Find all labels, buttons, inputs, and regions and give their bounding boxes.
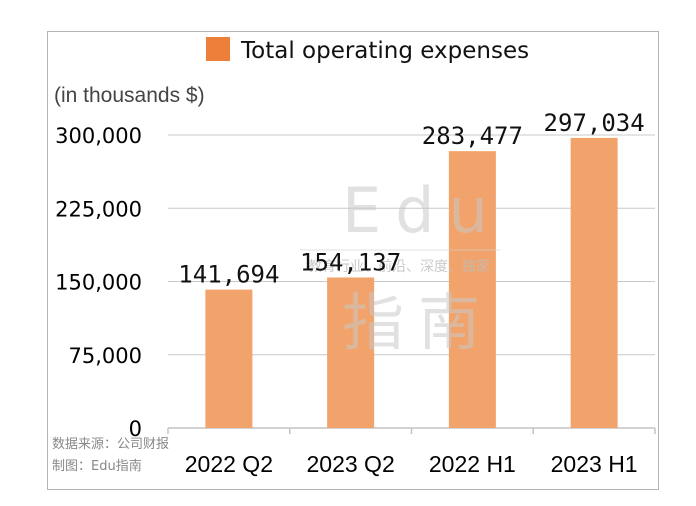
x-tick-label: 2022 Q2 xyxy=(185,451,273,477)
labels-layer: 0 75,000 150,000 225,000 300,000 141,694 2022 … xyxy=(55,109,645,477)
watermark-tagline: 教育行业、前沿、深度、独家 xyxy=(308,258,490,275)
watermark: Edu 教育行业、前沿、深度、独家 指南 xyxy=(300,174,502,359)
watermark-title-bottom: 指南 xyxy=(342,286,494,359)
bar xyxy=(448,151,496,429)
chart-frame xyxy=(47,31,659,490)
legend-swatch xyxy=(206,37,230,61)
data-label: 141,694 xyxy=(178,261,279,289)
watermark-title-top: Edu xyxy=(342,174,502,247)
data-label: 283,477 xyxy=(422,122,523,150)
unit-label: (in thousands $) xyxy=(54,84,205,107)
bar xyxy=(327,277,375,428)
y-tick-label: 150,000 xyxy=(55,271,142,295)
x-tick-label: 2023 H1 xyxy=(551,451,638,477)
data-label: 154,137 xyxy=(300,248,401,276)
y-tick-label: 225,000 xyxy=(55,197,142,221)
y-tick-label: 0 xyxy=(129,417,142,441)
bar xyxy=(205,289,253,428)
legend-label: Total operating expenses xyxy=(240,38,529,64)
y-tick-label: 300,000 xyxy=(55,124,142,148)
data-label: 297,034 xyxy=(544,109,645,137)
bars-layer xyxy=(205,137,618,429)
y-tick-label: 75,000 xyxy=(69,344,142,368)
x-tick-label: 2023 Q2 xyxy=(307,451,395,477)
source-line-1: 数据来源：公司财报 xyxy=(52,437,169,452)
bar xyxy=(570,137,618,428)
x-tick-label: 2022 H1 xyxy=(429,451,516,477)
source-line-2: 制图：Edu指南 xyxy=(52,458,142,474)
